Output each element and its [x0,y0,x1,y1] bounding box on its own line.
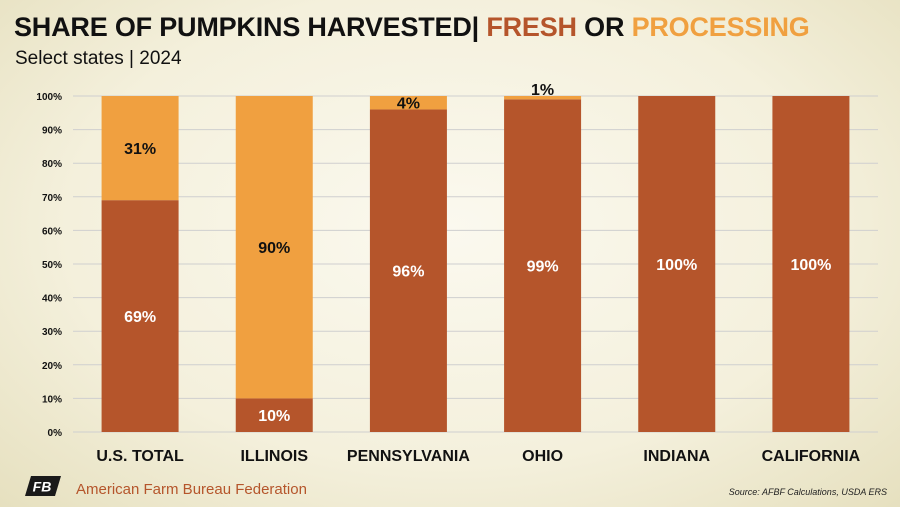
y-tick-label: 70% [42,193,62,204]
x-category-label: CALIFORNIA [762,448,861,465]
y-tick-label: 80% [42,159,62,170]
y-tick-label: 0% [48,428,63,439]
x-category-label: PENNSYLVANIA [347,448,470,465]
title-fresh: FRESH [486,12,577,42]
title-processing: PROCESSING [631,12,810,42]
afbf-logo-icon: FB [25,476,61,496]
y-tick-label: 90% [42,126,62,137]
gridlines [73,95,878,433]
x-category-label: ILLINOIS [240,448,308,465]
bar-fresh [369,109,447,432]
y-tick-label: 30% [42,327,62,338]
y-tick-label: 40% [42,294,62,305]
x-category-label: INDIANA [643,448,710,465]
bar-processing [504,96,582,100]
data-label-fresh: 100% [656,257,697,274]
data-label-processing: 31% [124,141,156,158]
y-tick-label: 20% [42,361,62,372]
logo-text: FB [33,479,52,495]
data-label-fresh: 69% [124,309,156,326]
data-label-fresh: 100% [790,257,831,274]
organization-name: American Farm Bureau Federation [76,481,307,498]
chart-subtitle: Select states | 2024 [15,48,182,69]
data-label-fresh: 96% [392,264,424,281]
x-category-label: OHIO [522,448,563,465]
y-tick-label: 100% [36,92,62,103]
data-label-fresh: 10% [258,408,290,425]
bar-processing [235,96,313,399]
data-label-processing: 90% [258,240,290,257]
data-labels: 69% 31% 10% 90% 96% 4% 99% 1% 100% 100% [124,82,831,425]
bar-processing [101,96,179,201]
y-tick-label: 60% [42,226,62,237]
bar-fresh [772,96,850,432]
bar-fresh [235,398,313,432]
x-axis: U.S. TOTAL ILLINOIS PENNSYLVANIA OHIO INDIAN… [96,448,860,465]
data-label-processing: 4% [397,95,420,112]
y-tick-label: 50% [42,260,62,271]
bar-fresh [101,200,179,432]
data-label-processing: 1% [531,82,554,99]
data-label-fresh: 99% [527,259,559,276]
bars [101,96,850,433]
y-tick-label: 10% [42,394,62,405]
bar-fresh [504,99,582,433]
bar-processing [369,96,447,110]
y-axis: 0% 10% 20% 30% 40% 50% 60% 70% 80% 90% 100% [36,92,62,439]
x-category-label: U.S. TOTAL [96,448,184,465]
bar-fresh [638,96,716,432]
source-note: Source: AFBF Calculations, USDA ERS [728,487,887,497]
title-or: OR [584,12,625,42]
chart-title: SHARE OF PUMPKINS HARVESTED| FRESH OR PR… [14,12,810,43]
title-main: SHARE OF PUMPKINS HARVESTED| [14,12,480,42]
